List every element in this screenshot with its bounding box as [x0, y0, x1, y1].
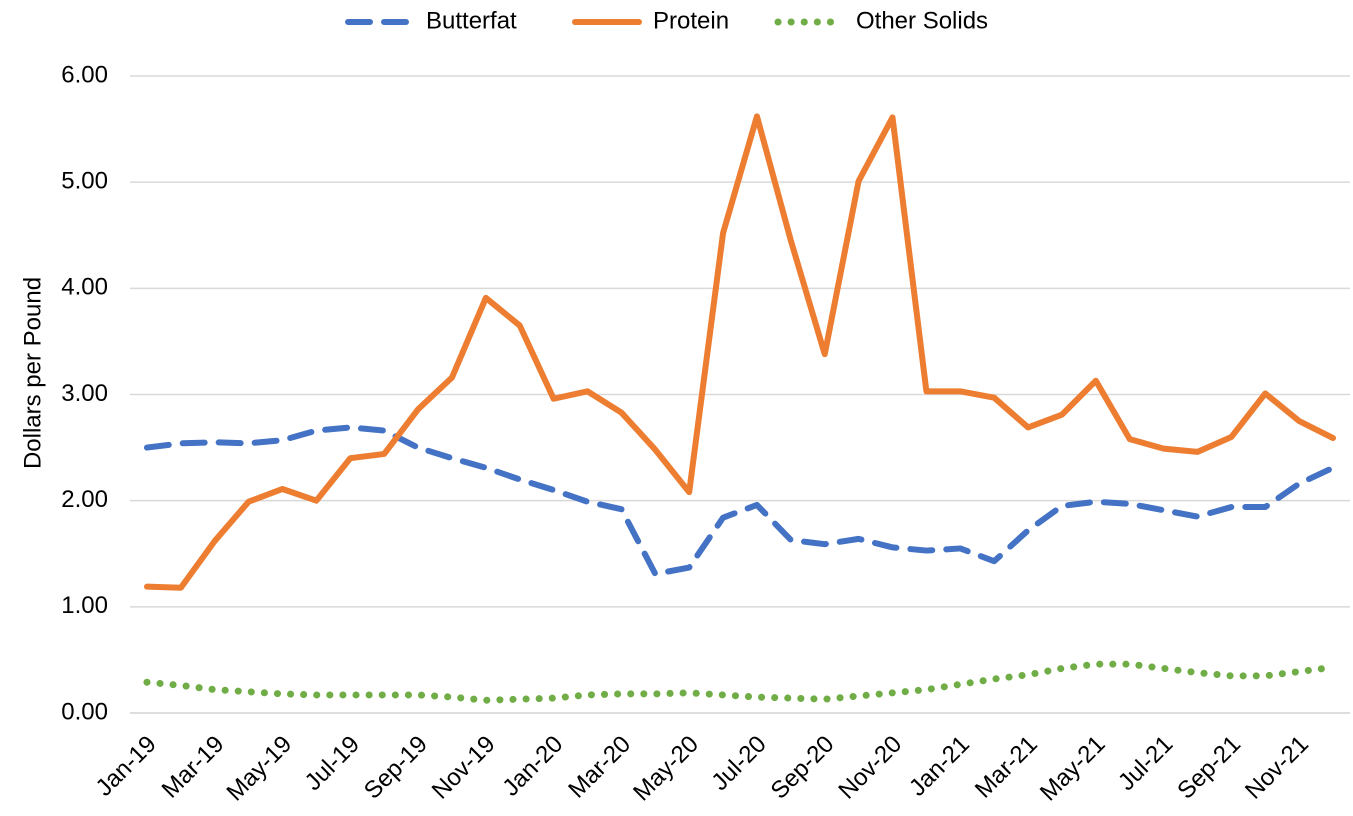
x-tick-label: Jan-19 [91, 731, 162, 802]
x-tick-label: Nov-21 [1240, 731, 1314, 805]
x-tick-label: Jul-19 [300, 731, 365, 796]
series-line [143, 424, 1337, 577]
y-tick-label: 6.00 [61, 61, 108, 88]
x-tick-label: Jul-21 [1113, 731, 1178, 796]
x-tick-label: May-21 [1035, 731, 1111, 807]
x-tick-label: Mar-20 [563, 731, 636, 804]
y-tick-label: 1.00 [61, 592, 108, 619]
series-line [143, 660, 1337, 704]
x-tick-label: Jan-21 [904, 731, 975, 802]
x-tick-label: Mar-21 [970, 731, 1043, 804]
x-tick-label: Nov-20 [833, 731, 907, 805]
x-tick-label: Sep-20 [766, 731, 840, 805]
y-tick-label: 4.00 [61, 274, 108, 301]
y-tick-label: 2.00 [61, 486, 108, 513]
x-tick-label: Jul-20 [706, 731, 771, 796]
legend-label: Other Solids [856, 7, 988, 34]
x-tick-label: May-19 [222, 731, 298, 807]
x-tick-label: May-20 [628, 731, 704, 807]
x-tick-label: Nov-19 [427, 731, 501, 805]
x-tick-label: Sep-21 [1172, 731, 1246, 805]
y-tick-label: 3.00 [61, 380, 108, 407]
legend-label: Butterfat [426, 7, 517, 34]
x-tick-label: Jan-20 [497, 731, 568, 802]
x-tick-label: Sep-19 [359, 731, 433, 805]
series-line [143, 113, 1337, 591]
legend-label: Protein [653, 7, 729, 34]
y-axis-label: Dollars per Pound [19, 277, 46, 469]
x-tick-label: Mar-19 [157, 731, 230, 804]
y-tick-label: 0.00 [61, 698, 108, 725]
y-tick-label: 5.00 [61, 168, 108, 195]
